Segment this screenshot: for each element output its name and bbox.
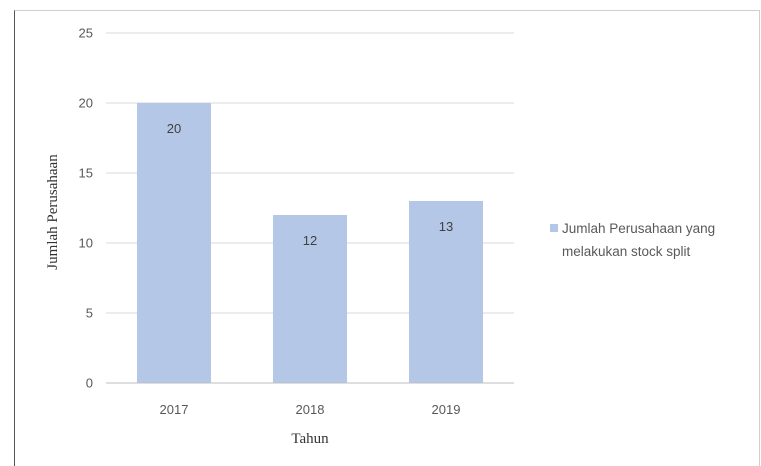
legend-label-line-1: Jumlah Perusahaan yang [562, 221, 715, 236]
y-tick-label: 5 [86, 306, 93, 321]
data-labels: 20 12 13 [167, 121, 453, 248]
x-tick-label: 2018 [296, 402, 325, 417]
x-axis-title: Tahun [291, 431, 329, 447]
data-label: 20 [167, 121, 181, 136]
y-axis-ticks: 0 5 10 15 20 25 [79, 26, 93, 391]
y-tick-label: 25 [79, 26, 93, 41]
data-label: 13 [439, 219, 453, 234]
y-tick-label: 15 [79, 166, 93, 181]
x-axis-ticks: 2017 2018 2019 [160, 402, 461, 417]
y-tick-label: 20 [79, 96, 93, 111]
legend-swatch [550, 224, 558, 232]
data-label: 12 [303, 233, 317, 248]
y-tick-label: 10 [79, 236, 93, 251]
legend-label-line-2: melakukan stock split [562, 244, 691, 259]
bars [137, 103, 483, 383]
y-tick-label: 0 [86, 376, 93, 391]
bar [273, 215, 347, 383]
x-tick-label: 2019 [432, 402, 461, 417]
bar [409, 201, 483, 383]
x-tick-label: 2017 [160, 402, 189, 417]
bar [137, 103, 211, 383]
y-axis-title: Jumlah Perusahaan [45, 154, 61, 270]
legend: Jumlah Perusahaan yang melakukan stock s… [550, 221, 715, 259]
